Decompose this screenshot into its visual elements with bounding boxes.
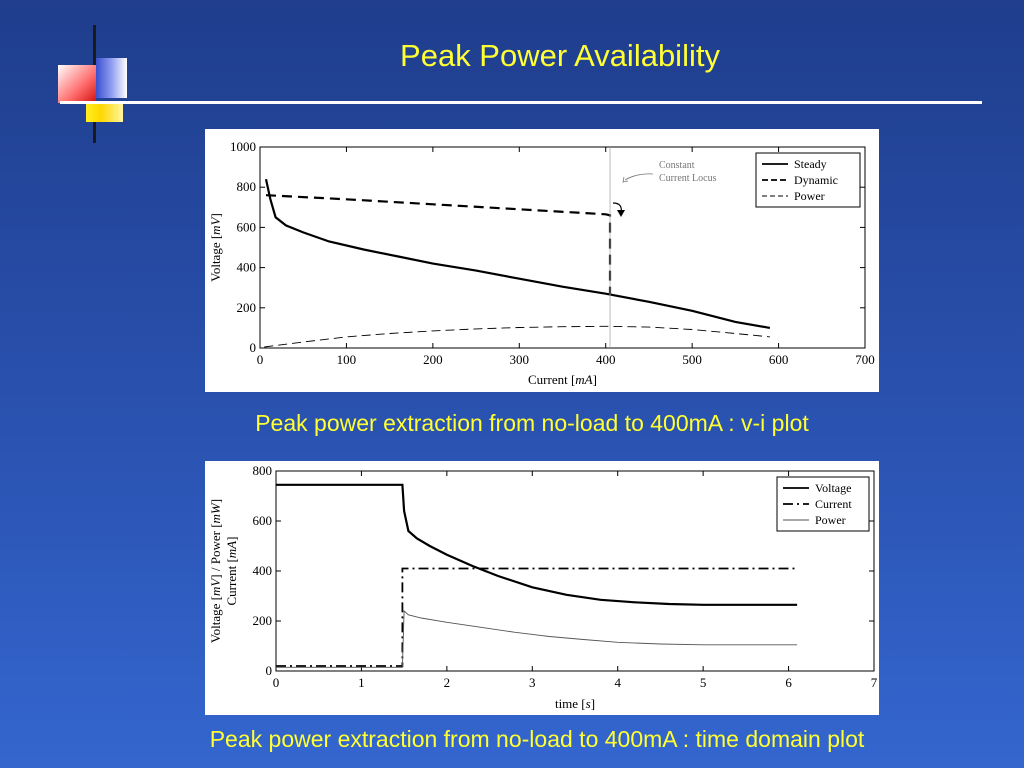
vi-legend-label-dynamic: Dynamic bbox=[794, 173, 838, 187]
caption-time-domain-plot: Peak power extraction from no-load to 40… bbox=[209, 726, 865, 752]
td-y-axis-label-voltage-power: Voltage [mV] / Power [mW] bbox=[208, 499, 223, 643]
vi-x-tick-label: 0 bbox=[257, 352, 264, 367]
vi-dynamic-arrowhead bbox=[617, 210, 625, 217]
td-legend bbox=[776, 476, 870, 532]
td-legend-label-current: Current bbox=[815, 497, 852, 511]
vi-y-tick-label: 200 bbox=[237, 300, 257, 315]
td-x-tick-label: 5 bbox=[700, 675, 707, 690]
vi-x-tick-label: 100 bbox=[337, 352, 357, 367]
td-y-tick-label: 800 bbox=[253, 463, 273, 478]
td-x-tick-label: 1 bbox=[358, 675, 365, 690]
time-domain-plot-svg: 0 1 2 3 4 5 6 7 0 200 400 600 800 time [s] Voltage [mV… bbox=[208, 463, 878, 711]
td-x-tick-label: 3 bbox=[529, 675, 536, 690]
vi-y-axis-label: Voltage [mV] bbox=[208, 213, 223, 282]
vi-x-tick-label: 400 bbox=[596, 352, 616, 367]
td-x-tick-label: 4 bbox=[614, 675, 621, 690]
vi-x-tick-label: 600 bbox=[769, 352, 789, 367]
td-series-voltage bbox=[276, 483, 798, 606]
vi-annotation-line2: Current Locus bbox=[659, 173, 717, 184]
td-y-tick-label: 400 bbox=[253, 563, 273, 578]
vi-y-tick-label: 600 bbox=[237, 219, 257, 234]
vi-annotation-arrowhead bbox=[622, 176, 629, 183]
decorative-blue-square bbox=[96, 58, 127, 98]
caption-vi-plot: Peak power extraction from no-load to 40… bbox=[255, 410, 809, 436]
td-y-tick-label: 600 bbox=[253, 513, 273, 528]
td-series-power bbox=[276, 610, 798, 668]
vi-y-tick-label: 400 bbox=[237, 260, 257, 275]
td-legend-label-voltage: Voltage bbox=[815, 481, 851, 495]
td-x-tick-label: 7 bbox=[871, 675, 878, 690]
vi-plot-area bbox=[259, 146, 866, 349]
td-legend-label-power: Power bbox=[815, 513, 846, 527]
vi-x-tick-label: 500 bbox=[682, 352, 702, 367]
vi-series-power bbox=[264, 325, 770, 348]
decorative-red-square bbox=[58, 65, 96, 103]
vi-x-axis-label: Current [mA] bbox=[528, 372, 597, 387]
td-x-axis-label: time [s] bbox=[555, 696, 595, 711]
vi-series-steady bbox=[264, 178, 771, 329]
vi-y-tick-label: 800 bbox=[237, 179, 257, 194]
vi-x-tick-label: 700 bbox=[855, 352, 875, 367]
vi-legend-label-power: Power bbox=[794, 189, 825, 203]
td-y-axis-label-current: Current [mA] bbox=[224, 537, 239, 606]
td-x-tick-label: 6 bbox=[785, 675, 792, 690]
vi-y-tick-label: 1000 bbox=[230, 139, 256, 154]
decorative-yellow-square bbox=[86, 103, 123, 122]
vi-annotation-line1: Constant bbox=[659, 160, 695, 171]
vi-x-tick-label: 300 bbox=[510, 352, 530, 367]
td-x-tick-label: 0 bbox=[273, 675, 280, 690]
td-y-tick-label: 200 bbox=[253, 613, 273, 628]
slide-title: Peak Power Availability bbox=[400, 38, 720, 73]
vi-x-tick-label: 200 bbox=[423, 352, 443, 367]
td-x-tick-label: 2 bbox=[444, 675, 451, 690]
vi-plot: 0 100 200 300 400 500 600 700 0 200 400 600 800 1000 C… bbox=[205, 129, 879, 392]
vi-plot-svg: 0 100 200 300 400 500 600 700 0 200 400 600 800 1000 C… bbox=[208, 139, 875, 387]
vi-y-tick-label: 0 bbox=[250, 340, 257, 355]
vi-series-dynamic bbox=[265, 194, 612, 294]
td-series-current bbox=[276, 567, 798, 667]
time-domain-plot: 0 1 2 3 4 5 6 7 0 200 400 600 800 time [s] Voltage [mV… bbox=[205, 461, 879, 715]
vi-legend-label-steady: Steady bbox=[794, 157, 827, 171]
td-y-tick-label: 0 bbox=[266, 663, 273, 678]
title-underline bbox=[60, 101, 982, 104]
vi-annotation-arrow bbox=[624, 173, 654, 181]
